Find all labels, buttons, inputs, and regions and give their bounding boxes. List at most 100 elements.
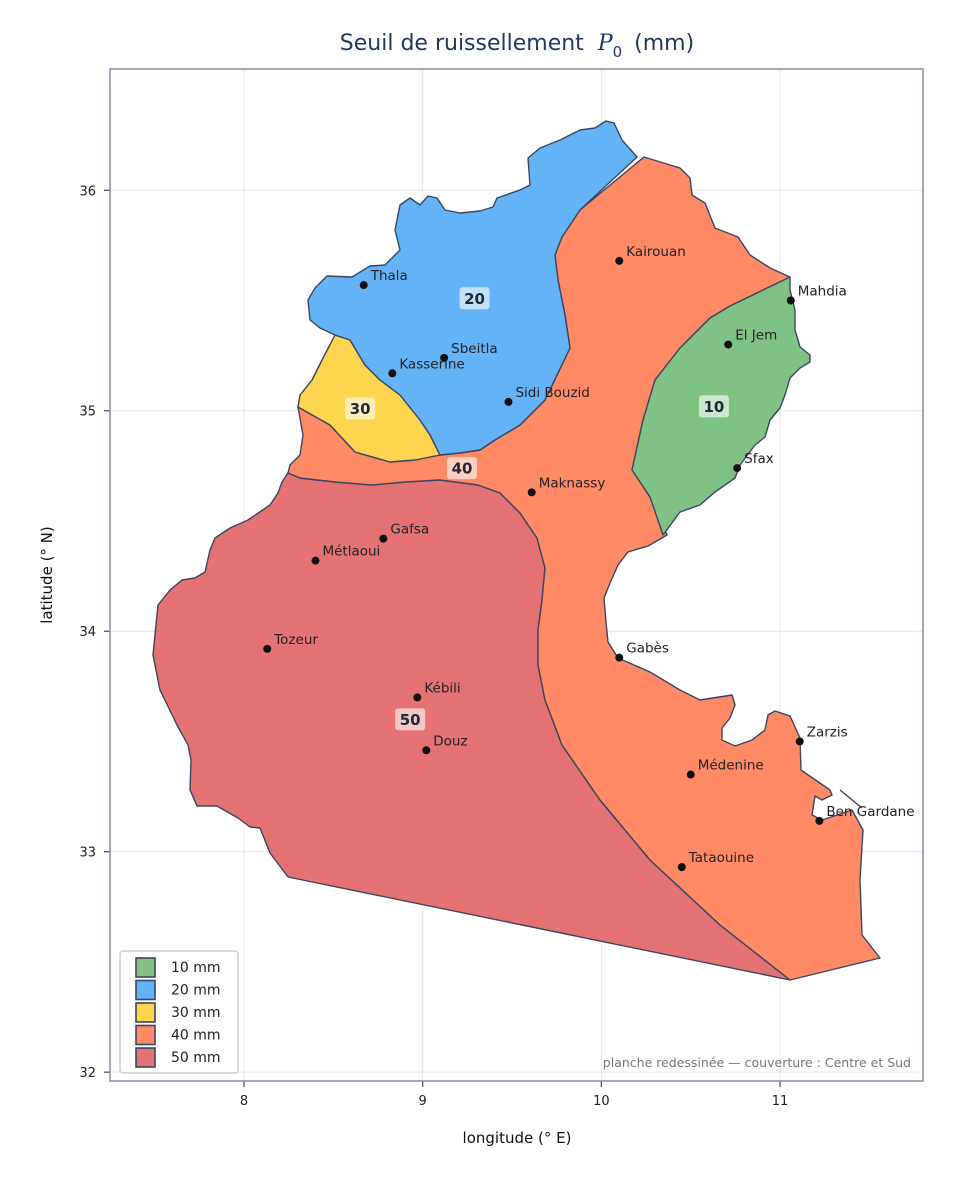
- city-k-bili: Kébili: [413, 680, 461, 702]
- legend-swatch: [135, 979, 156, 1001]
- city-marker: [686, 770, 695, 779]
- city-label: Kébili: [424, 680, 460, 696]
- city-marker: [615, 256, 624, 265]
- city-marker: [724, 340, 733, 349]
- city-label: Sfax: [744, 451, 774, 467]
- y-tick-label: 35: [79, 405, 96, 420]
- city-gafsa: Gafsa: [379, 522, 429, 543]
- city-tataouine: Tataouine: [677, 850, 754, 872]
- city-label: Douz: [433, 733, 467, 749]
- city-kasserine: Kasserine: [388, 356, 465, 378]
- city-marker: [677, 863, 686, 872]
- city-sfax: Sfax: [733, 451, 774, 473]
- runoff-zones: [152, 120, 881, 981]
- title-subscript: 0: [613, 43, 623, 61]
- zone-label-50: 50: [395, 708, 426, 731]
- city-marker: [733, 464, 742, 473]
- city-sbeitla: Sbeitla: [440, 341, 498, 362]
- legend-swatch: [135, 1002, 156, 1023]
- city-marker: [504, 397, 513, 406]
- city-label: Mahdia: [798, 284, 847, 300]
- city-kairouan: Kairouan: [615, 244, 686, 265]
- legend-item: 40 mm: [135, 1024, 221, 1046]
- zone-label-40: 40: [447, 457, 478, 480]
- city-label: Kasserine: [399, 356, 464, 372]
- city-thala: Thala: [359, 268, 408, 290]
- legend-label: 30 mm: [171, 1005, 221, 1021]
- city-label: Ben Gardane: [826, 804, 914, 820]
- legend-swatch: [135, 1047, 156, 1068]
- city-label: Maknassy: [539, 475, 606, 491]
- city-m-tlaoui: Métlaoui: [311, 544, 380, 565]
- zone-label-10: 10: [698, 395, 729, 418]
- x-tick-label: 9: [419, 1094, 427, 1109]
- city-marker: [440, 353, 449, 362]
- city-marker: [359, 281, 368, 290]
- city-douz: Douz: [422, 733, 468, 755]
- y-tick-label: 32: [79, 1066, 96, 1081]
- x-tick-label: 8: [240, 1094, 248, 1109]
- city-gab-s: Gabès: [615, 641, 669, 662]
- title-unit: (mm): [634, 31, 694, 56]
- city-marker: [311, 556, 320, 565]
- city-marker: [615, 653, 624, 662]
- y-tick-label: 33: [79, 846, 96, 861]
- legend-item: 50 mm: [135, 1047, 221, 1068]
- city-label: Médenine: [698, 758, 764, 774]
- city-label: Gafsa: [390, 522, 429, 538]
- city-label: El Jem: [735, 328, 777, 344]
- map-frame: [109, 68, 924, 1082]
- city-marker: [527, 488, 536, 497]
- city-marker: [413, 693, 422, 702]
- y-tick-label: 34: [79, 625, 96, 640]
- zone-label-text: 30: [350, 400, 371, 418]
- legend-label: 50 mm: [171, 1050, 221, 1066]
- x-tick-label: 11: [772, 1094, 789, 1109]
- zone-label-box: [698, 395, 729, 418]
- legend: 10 mm 20 mm 30 mm 40 mm 50 mm: [119, 950, 239, 1074]
- zone-label-text: 20: [464, 290, 485, 308]
- legend-swatch: [135, 957, 156, 978]
- city-el-jem: El Jem: [724, 328, 777, 349]
- city-label: Thala: [370, 268, 408, 284]
- city-marker: [388, 369, 397, 378]
- city-marker: [379, 534, 388, 543]
- city-mahdia: Mahdia: [786, 284, 847, 305]
- zone-label-box: [345, 397, 376, 420]
- city-marker: [786, 296, 795, 305]
- zone-label-text: 10: [704, 398, 725, 416]
- city-label: Gabès: [626, 641, 669, 657]
- zone-label-text: 40: [452, 460, 473, 478]
- city-sidi-bouzid: Sidi Bouzid: [504, 385, 590, 406]
- city-marker: [815, 816, 824, 825]
- axis-ticks: 8 9 10 11 32 33 34 35 36: [79, 184, 788, 1109]
- zone-label-30: 30: [345, 397, 376, 420]
- title-prefix: Seuil de ruissellement: [340, 31, 584, 56]
- legend-swatch: [135, 1024, 156, 1046]
- credit-note: planche redessinée — couverture : Centre…: [603, 1055, 911, 1070]
- city-m-denine: Médenine: [686, 758, 764, 779]
- legend-label: 40 mm: [171, 1028, 221, 1044]
- legend-item: 20 mm: [135, 979, 221, 1001]
- zone-label-box: [447, 457, 478, 480]
- zone-labels: 10 20 30 40 50: [345, 287, 729, 731]
- x-tick-label: 10: [593, 1094, 610, 1109]
- city-label: Sbeitla: [451, 341, 498, 357]
- legend-item: 10 mm: [135, 957, 221, 978]
- y-tick-label: 36: [79, 184, 96, 199]
- city-marker: [422, 746, 431, 755]
- city-zarzis: Zarzis: [795, 724, 848, 746]
- zone-label-box: [395, 708, 426, 731]
- legend-label: 10 mm: [171, 960, 221, 976]
- city-ben-gardane: Ben Gardane: [815, 804, 915, 825]
- zone-label-box: [459, 287, 490, 310]
- city-tozeur: Tozeur: [263, 632, 318, 653]
- city-maknassy: Maknassy: [527, 475, 606, 497]
- city-label: Tataouine: [688, 850, 754, 866]
- city-marker: [263, 644, 272, 653]
- legend-label: 20 mm: [171, 983, 221, 999]
- city-label: Kairouan: [626, 244, 686, 260]
- coastline-stroke: [839, 789, 863, 809]
- city-marker: [795, 737, 804, 746]
